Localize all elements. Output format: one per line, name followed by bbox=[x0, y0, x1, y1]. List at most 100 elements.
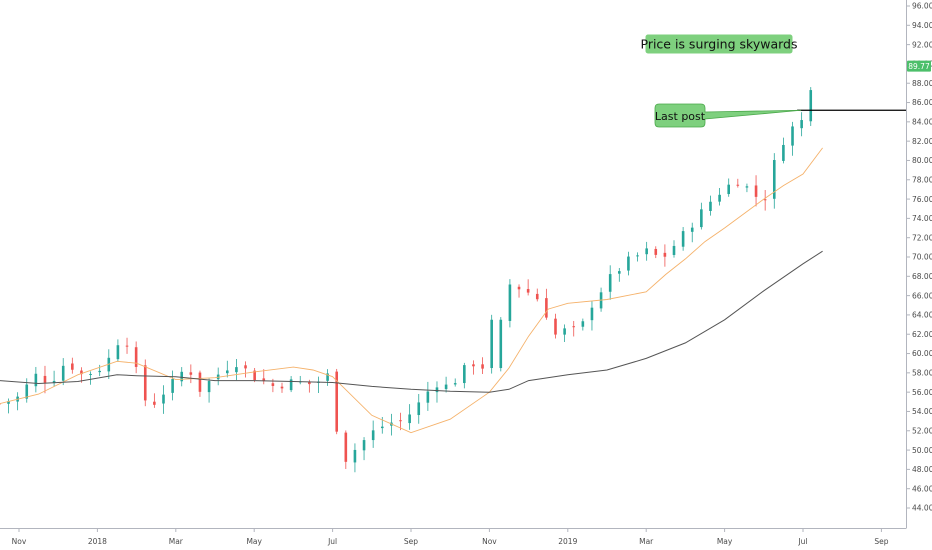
candle-body bbox=[171, 378, 174, 393]
x-tick-label: Sep bbox=[874, 537, 888, 546]
y-tick-label: 86.00 bbox=[912, 98, 932, 107]
surge-annotation[interactable]: Price is surging skywards bbox=[641, 34, 798, 54]
candle-body bbox=[289, 379, 293, 391]
x-tick-label: 2019 bbox=[558, 537, 577, 546]
candle-body bbox=[426, 391, 430, 403]
candle-body bbox=[782, 144, 785, 161]
y-tick-label: 84.00 bbox=[912, 118, 932, 127]
candle-body bbox=[71, 363, 74, 370]
y-tick-label: 60.00 bbox=[912, 349, 932, 358]
candle-body bbox=[690, 227, 694, 232]
candle-body bbox=[116, 345, 120, 360]
candle-body bbox=[727, 184, 731, 195]
candle-body bbox=[61, 365, 65, 381]
candle-body bbox=[153, 401, 156, 405]
candle-body bbox=[125, 345, 129, 347]
candle-body bbox=[134, 347, 138, 367]
candle-body bbox=[700, 209, 703, 228]
candle-body bbox=[709, 201, 712, 211]
y-tick-label: 50.00 bbox=[912, 446, 932, 455]
candle-body bbox=[335, 371, 339, 432]
last-price-tag bbox=[907, 60, 931, 72]
candle-body bbox=[763, 199, 767, 201]
surge-annotation-text: Price is surging skywards bbox=[641, 37, 798, 52]
y-tick-label: 92.00 bbox=[912, 40, 932, 49]
candle-body bbox=[772, 160, 776, 199]
candle-body bbox=[408, 414, 411, 424]
candle-body bbox=[572, 326, 576, 328]
candle-body bbox=[7, 401, 10, 404]
last-post-callout-shape bbox=[654, 103, 802, 128]
candle-body bbox=[244, 365, 247, 369]
moving-average-short-line bbox=[0, 147, 823, 434]
y-tick-label: 66.00 bbox=[912, 291, 932, 300]
candle-body bbox=[380, 426, 384, 429]
y-tick-label: 78.00 bbox=[912, 175, 932, 184]
candle-body bbox=[736, 184, 740, 186]
candle-body bbox=[718, 194, 721, 202]
candle-body bbox=[253, 370, 256, 381]
candle-body bbox=[353, 449, 357, 463]
x-tick-label: Nov bbox=[482, 537, 497, 546]
candle-body bbox=[463, 365, 466, 384]
candle-body bbox=[481, 364, 484, 369]
x-tick-label: Jul bbox=[327, 537, 337, 546]
y-tick-label: 64.00 bbox=[912, 311, 932, 320]
candle-body bbox=[444, 384, 448, 390]
candle-body bbox=[162, 394, 165, 404]
candle-body bbox=[791, 126, 794, 146]
candle-body bbox=[645, 248, 648, 255]
candle-body bbox=[262, 378, 266, 382]
y-tick-label: 48.00 bbox=[912, 465, 932, 474]
candle-body bbox=[590, 307, 594, 321]
x-axis-ticks: Nov 2018 Mar May Jul Sep Nov 2019 Mar May Jul Sep bbox=[12, 528, 889, 546]
candle-body bbox=[517, 286, 521, 290]
candle-body bbox=[189, 372, 193, 375]
candle-body bbox=[280, 386, 284, 389]
y-tick-label: 72.00 bbox=[912, 233, 932, 242]
x-tick-label: Nov bbox=[12, 537, 27, 546]
candle-body bbox=[25, 384, 29, 399]
y-tick-label: 76.00 bbox=[912, 195, 932, 204]
candle-body bbox=[143, 365, 147, 401]
last-post-annotation[interactable]: Last post bbox=[654, 103, 802, 128]
candle-body bbox=[89, 373, 92, 375]
candle-body bbox=[490, 319, 493, 369]
moving-average-long-line bbox=[0, 250, 823, 393]
candle-body bbox=[362, 440, 366, 451]
x-tick-label: May bbox=[246, 537, 262, 546]
y-tick-label: 70.00 bbox=[912, 253, 932, 262]
y-tick-label: 58.00 bbox=[912, 369, 932, 378]
y-tick-label: 82.00 bbox=[912, 137, 932, 146]
candle-body bbox=[608, 274, 612, 292]
candle-body bbox=[308, 381, 311, 385]
candle-body bbox=[344, 432, 348, 462]
candle-body bbox=[672, 245, 676, 255]
x-tick-label: May bbox=[717, 537, 733, 546]
candle-body bbox=[809, 90, 813, 122]
candle-body bbox=[371, 430, 375, 441]
x-tick-label: Mar bbox=[639, 537, 654, 546]
x-tick-label: 2018 bbox=[88, 537, 107, 546]
y-tick-label: 88.00 bbox=[912, 79, 932, 88]
last-price-value: 89.77 bbox=[908, 62, 930, 71]
y-tick-label: 52.00 bbox=[912, 426, 932, 435]
candle-body bbox=[98, 370, 101, 373]
candle-body bbox=[636, 255, 639, 257]
x-tick-label: Mar bbox=[169, 537, 184, 546]
candle-body bbox=[180, 371, 184, 382]
y-tick-label: 46.00 bbox=[912, 484, 932, 493]
candle-body bbox=[80, 370, 83, 375]
candle-body bbox=[399, 420, 402, 422]
candle-body bbox=[198, 372, 202, 392]
candle-body bbox=[581, 321, 585, 327]
candle-body bbox=[435, 387, 439, 393]
y-tick-label: 94.00 bbox=[912, 21, 932, 30]
candle-body bbox=[545, 298, 548, 318]
candle-body bbox=[526, 289, 530, 293]
candle-body bbox=[663, 252, 667, 257]
y-tick-label: 80.00 bbox=[912, 156, 932, 165]
y-tick-label: 56.00 bbox=[912, 388, 932, 397]
